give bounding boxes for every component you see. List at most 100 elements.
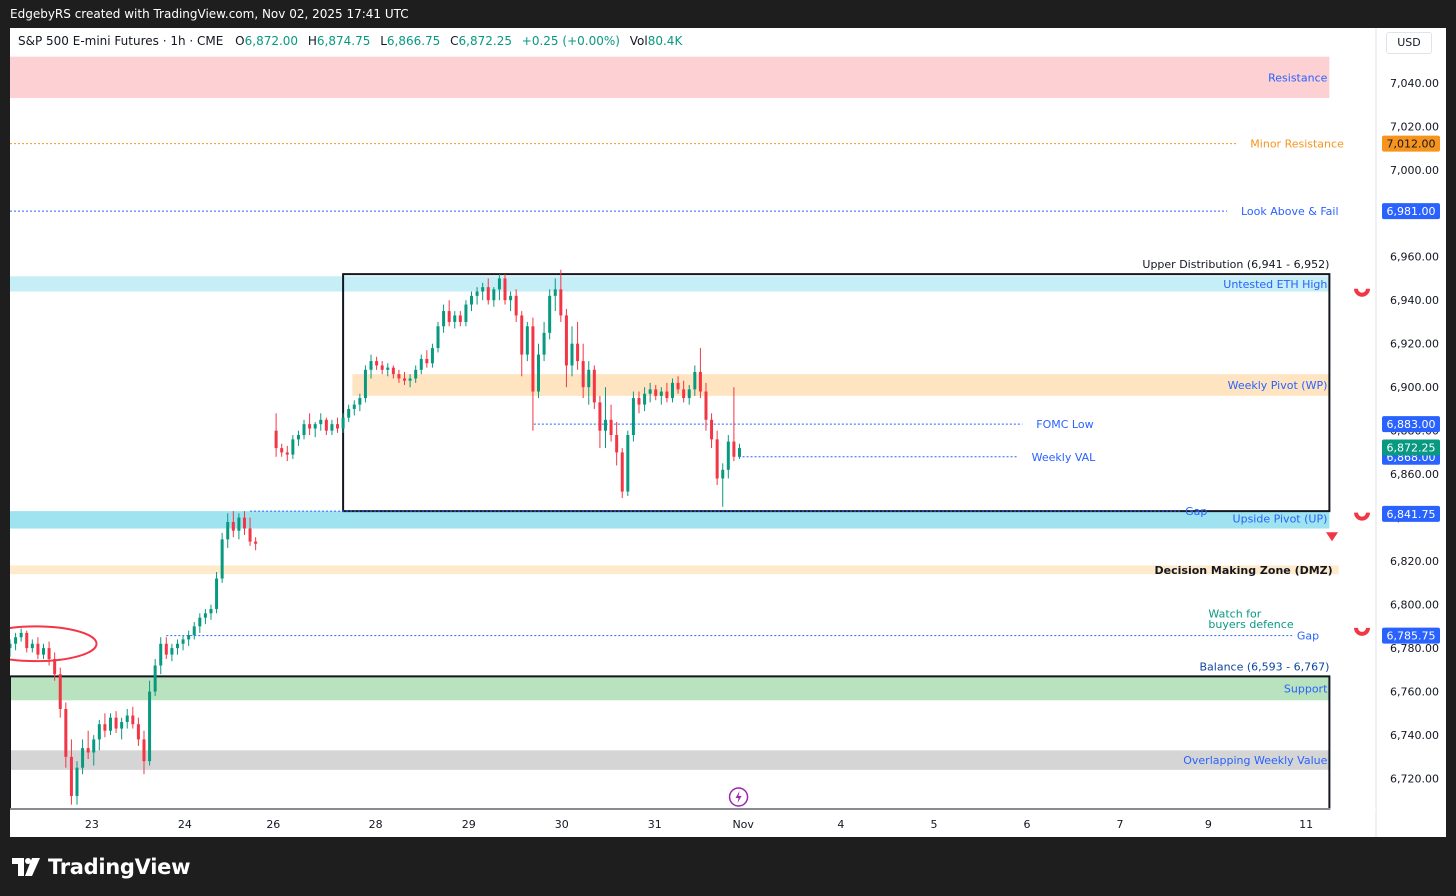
candle-body[interactable] xyxy=(14,637,18,644)
price-badge[interactable] xyxy=(1382,439,1440,456)
candle-body[interactable] xyxy=(659,391,663,396)
candle-body[interactable] xyxy=(620,452,624,492)
symbol-title[interactable]: S&P 500 E-mini Futures · 1h · CME xyxy=(18,34,224,48)
candle-body[interactable] xyxy=(319,419,323,425)
candle-body[interactable] xyxy=(581,361,585,388)
candle-body[interactable] xyxy=(280,448,284,453)
candle-body[interactable] xyxy=(592,369,596,403)
candle-body[interactable] xyxy=(497,278,501,290)
candle-body[interactable] xyxy=(598,402,602,431)
candle-body[interactable] xyxy=(324,419,328,431)
candle-body[interactable] xyxy=(397,374,401,379)
candle-body[interactable] xyxy=(142,739,146,762)
price-badge[interactable] xyxy=(1382,505,1440,522)
candle-body[interactable] xyxy=(347,408,351,418)
candle-body[interactable] xyxy=(358,398,362,405)
candle-body[interactable] xyxy=(64,708,68,757)
candle-body[interactable] xyxy=(458,315,462,322)
candle-body[interactable] xyxy=(175,643,179,649)
candle-body[interactable] xyxy=(58,674,62,709)
candle-body[interactable] xyxy=(682,389,686,399)
candle-body[interactable] xyxy=(386,367,390,370)
candle-body[interactable] xyxy=(570,343,574,366)
candle-body[interactable] xyxy=(285,452,289,455)
candle-body[interactable] xyxy=(192,626,196,636)
candle-body[interactable] xyxy=(330,424,334,431)
candle-body[interactable] xyxy=(302,424,306,436)
candle-body[interactable] xyxy=(475,291,479,296)
candle-body[interactable] xyxy=(75,767,79,796)
magnet-icon[interactable] xyxy=(1354,288,1370,297)
candle-body[interactable] xyxy=(503,278,507,301)
candle-body[interactable] xyxy=(576,343,580,362)
zone-weekly-pivot-wp-[interactable] xyxy=(352,374,1330,396)
candle-body[interactable] xyxy=(92,739,96,753)
candle-body[interactable] xyxy=(352,404,356,409)
candle-body[interactable] xyxy=(36,643,40,655)
candle-body[interactable] xyxy=(710,419,714,440)
candle-body[interactable] xyxy=(336,424,340,429)
candle-body[interactable] xyxy=(226,521,230,540)
candle-body[interactable] xyxy=(637,398,641,405)
candle-body[interactable] xyxy=(509,295,513,301)
candle-body[interactable] xyxy=(391,367,395,375)
candle-body[interactable] xyxy=(114,717,118,729)
candle-body[interactable] xyxy=(687,389,691,399)
candle-body[interactable] xyxy=(47,648,51,659)
candle-body[interactable] xyxy=(436,326,440,349)
candle-body[interactable] xyxy=(732,441,736,457)
candle-body[interactable] xyxy=(648,389,652,394)
candle-body[interactable] xyxy=(120,722,124,729)
candle-body[interactable] xyxy=(715,439,719,479)
candle-body[interactable] xyxy=(470,295,474,305)
candle-body[interactable] xyxy=(313,424,317,429)
candle-body[interactable] xyxy=(447,311,451,322)
candle-body[interactable] xyxy=(203,613,207,618)
candle-body[interactable] xyxy=(181,639,185,644)
candle-body[interactable] xyxy=(41,648,45,655)
candle-body[interactable] xyxy=(19,632,23,638)
candle-body[interactable] xyxy=(254,541,258,544)
candle-body[interactable] xyxy=(514,295,518,316)
candle-body[interactable] xyxy=(698,371,702,392)
candle-body[interactable] xyxy=(520,315,524,355)
candle-body[interactable] xyxy=(559,289,563,316)
tradingview-logo[interactable]: TradingView xyxy=(12,855,190,879)
candle-body[interactable] xyxy=(97,724,101,740)
candle-body[interactable] xyxy=(654,389,658,396)
candle-body[interactable] xyxy=(670,382,674,399)
candle-body[interactable] xyxy=(425,358,429,364)
candle-body[interactable] xyxy=(248,528,252,542)
candle-body[interactable] xyxy=(209,608,213,614)
candle-body[interactable] xyxy=(103,724,107,731)
zone-upside-pivot-up-[interactable] xyxy=(10,511,1330,529)
currency-button[interactable]: USD xyxy=(1386,32,1432,54)
candle-body[interactable] xyxy=(564,315,568,366)
candle-body[interactable] xyxy=(626,435,630,492)
zone-untested-eth-high[interactable] xyxy=(10,276,1330,292)
zone-overlapping-weekly-value[interactable] xyxy=(10,750,1330,770)
candle-body[interactable] xyxy=(704,391,708,420)
candle-body[interactable] xyxy=(531,326,535,392)
candle-body[interactable] xyxy=(643,393,647,405)
candle-body[interactable] xyxy=(341,417,345,429)
candle-body[interactable] xyxy=(131,715,135,725)
candle-body[interactable] xyxy=(108,717,112,731)
candle-body[interactable] xyxy=(220,539,224,579)
candle-body[interactable] xyxy=(215,578,219,609)
candle-body[interactable] xyxy=(69,756,73,796)
candle-body[interactable] xyxy=(737,448,741,457)
candle-body[interactable] xyxy=(492,289,496,301)
zone-support[interactable] xyxy=(10,676,1330,701)
price-badge[interactable] xyxy=(1382,416,1440,433)
box-upper-distribution[interactable] xyxy=(342,273,1331,513)
candle-body[interactable] xyxy=(198,617,202,627)
price-badge[interactable] xyxy=(1382,627,1440,644)
sell-arrow-marker[interactable] xyxy=(1326,532,1338,542)
candle-body[interactable] xyxy=(291,439,295,455)
candle-body[interactable] xyxy=(553,289,557,296)
candle-body[interactable] xyxy=(187,635,191,640)
candle-body[interactable] xyxy=(721,469,725,479)
candle-body[interactable] xyxy=(542,332,546,355)
candle-body[interactable] xyxy=(609,419,613,436)
